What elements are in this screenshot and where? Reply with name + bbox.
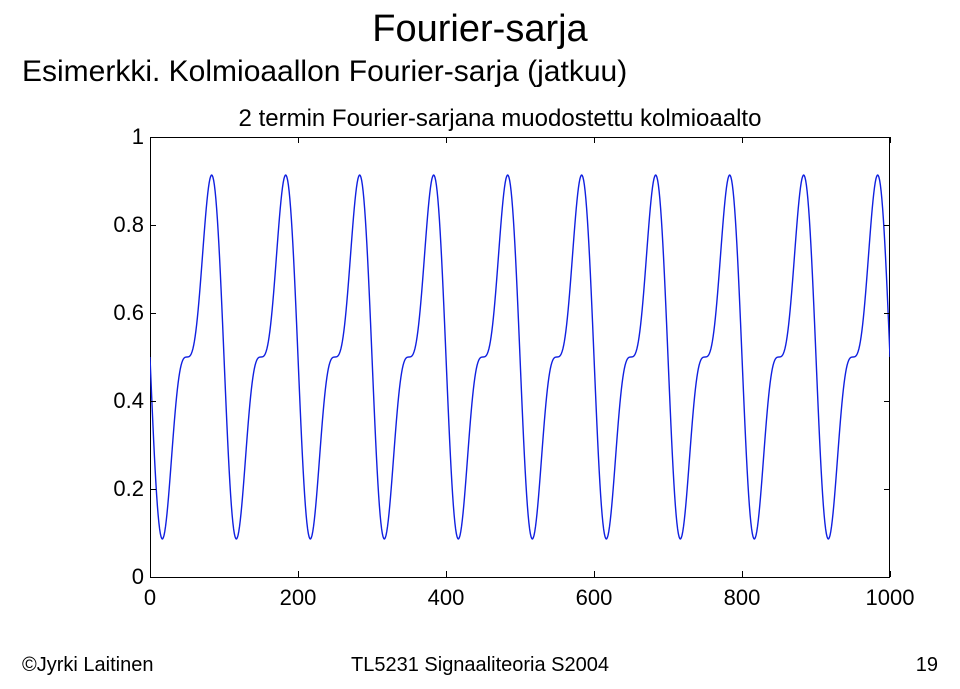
chart-area: 2 termin Fourier-sarjana muodostettu kol…: [90, 105, 910, 610]
xtick-label: 400: [428, 585, 465, 611]
xtick-mark: [890, 137, 891, 143]
xtick-mark: [742, 571, 743, 577]
ytick-mark: [884, 489, 890, 490]
ytick-label: 0.4: [113, 388, 144, 414]
xtick-mark: [890, 571, 891, 577]
ytick-label: 1: [132, 124, 144, 150]
x-axis-line: [150, 577, 890, 578]
xtick-mark: [594, 137, 595, 143]
ytick-label: 0.2: [113, 476, 144, 502]
page-subtitle: Esimerkki. Kolmioaallon Fourier-sarja (j…: [22, 55, 627, 89]
xtick-mark: [150, 571, 151, 577]
xtick-label: 0: [144, 585, 156, 611]
xtick-mark: [298, 571, 299, 577]
ytick-mark: [884, 401, 890, 402]
xtick-label: 800: [724, 585, 761, 611]
xtick-mark: [594, 571, 595, 577]
ytick-mark: [884, 577, 890, 578]
ytick-mark: [884, 313, 890, 314]
xtick-mark: [298, 137, 299, 143]
footer-course: TL5231 Signaaliteoria S2004: [0, 654, 960, 677]
chart-title: 2 termin Fourier-sarjana muodostettu kol…: [90, 105, 910, 133]
ytick-label: 0.8: [113, 212, 144, 238]
xtick-label: 600: [576, 585, 613, 611]
ytick-mark: [884, 225, 890, 226]
xtick-label: 200: [280, 585, 317, 611]
page-title: Fourier-sarja: [0, 8, 960, 51]
waveform-line: [150, 137, 890, 577]
xtick-mark: [150, 137, 151, 143]
ytick-mark: [150, 401, 156, 402]
ytick-label: 0.6: [113, 300, 144, 326]
ytick-label: 0: [132, 564, 144, 590]
ytick-mark: [150, 577, 156, 578]
ytick-mark: [150, 225, 156, 226]
ytick-mark: [150, 313, 156, 314]
xtick-mark: [446, 137, 447, 143]
xtick-label: 1000: [866, 585, 915, 611]
ytick-mark: [150, 489, 156, 490]
xtick-mark: [742, 137, 743, 143]
xtick-mark: [446, 571, 447, 577]
footer-page-number: 19: [916, 654, 938, 677]
